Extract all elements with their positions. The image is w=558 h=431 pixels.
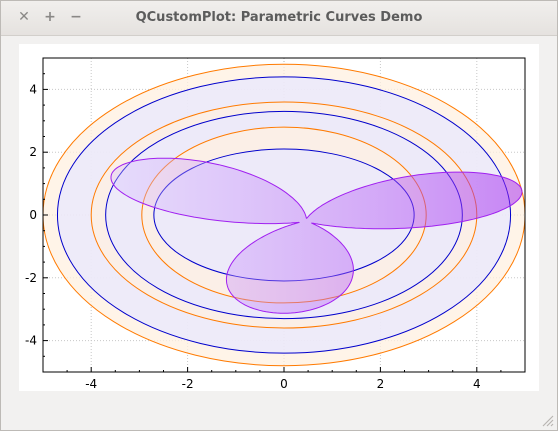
title-bar[interactable]: ✕ + − QCustomPlot: Parametric Curves Dem… (1, 1, 557, 36)
window-title: QCustomPlot: Parametric Curves Demo (135, 10, 423, 25)
plot-frame[interactable]: -4 -2 0 2 4 -4 -2 0 2 4 (19, 44, 539, 391)
trefoil-curve (110, 157, 523, 314)
y-tick-label: 2 (29, 145, 37, 159)
x-tick-label: 0 (280, 377, 288, 391)
maximize-icon[interactable]: + (44, 9, 56, 25)
resize-grip-icon[interactable] (542, 415, 554, 427)
y-tick-label: -2 (25, 271, 37, 285)
y-tick-label: 4 (29, 82, 37, 96)
x-tick-label: 2 (377, 377, 385, 391)
y-tick-label: -4 (25, 334, 37, 348)
x-tick-label: 4 (473, 377, 481, 391)
close-icon[interactable]: ✕ (18, 9, 30, 25)
x-tick-label: -2 (182, 377, 194, 391)
y-tick-label: 0 (29, 208, 37, 222)
curves-group (43, 63, 525, 367)
parametric-plot[interactable]: -4 -2 0 2 4 -4 -2 0 2 4 (19, 44, 539, 391)
minimize-icon[interactable]: − (70, 9, 82, 25)
x-tick-label: -4 (85, 377, 97, 391)
